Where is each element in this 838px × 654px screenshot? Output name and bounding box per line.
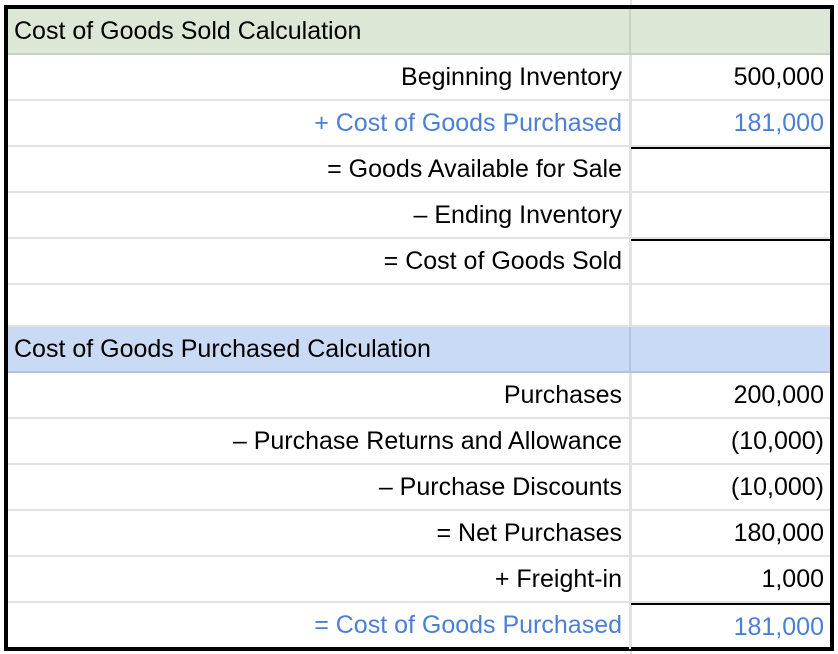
- cell-empty[interactable]: [631, 327, 830, 371]
- row-label[interactable]: Beginning Inventory: [8, 55, 631, 99]
- row-value[interactable]: 500,000: [733, 63, 824, 91]
- row-value[interactable]: 1,000: [761, 565, 824, 593]
- row-value[interactable]: 180,000: [733, 519, 824, 547]
- cogs-section-header[interactable]: Cost of Goods Sold Calculation: [8, 9, 830, 55]
- row-value[interactable]: 200,000: [733, 381, 824, 409]
- row-label[interactable]: = Cost of Goods Purchased: [8, 603, 631, 649]
- cell-empty[interactable]: [631, 285, 830, 325]
- row-label[interactable]: – Purchase Returns and Allowance: [8, 419, 631, 463]
- row-label[interactable]: + Cost of Goods Purchased: [8, 101, 631, 145]
- row-label[interactable]: = Net Purchases: [8, 511, 631, 555]
- table-row-purchase-returns[interactable]: – Purchase Returns and Allowance (10,000…: [8, 419, 830, 465]
- table-row-net-purchases[interactable]: = Net Purchases 180,000: [8, 511, 830, 557]
- table-row-blank[interactable]: [8, 285, 830, 327]
- row-value[interactable]: 181,000: [733, 109, 824, 137]
- table-row-cost-of-goods-sold[interactable]: = Cost of Goods Sold: [8, 239, 830, 285]
- row-value[interactable]: (10,000): [730, 427, 824, 455]
- row-value[interactable]: [631, 193, 830, 237]
- cogp-section-header[interactable]: Cost of Goods Purchased Calculation: [8, 327, 830, 373]
- row-label[interactable]: – Purchase Discounts: [8, 465, 631, 509]
- row-value[interactable]: 181,000: [631, 603, 830, 649]
- table-row-cost-of-goods-purchased-total[interactable]: = Cost of Goods Purchased 181,000: [8, 603, 830, 649]
- table-row-beginning-inventory[interactable]: Beginning Inventory 500,000: [8, 55, 830, 101]
- row-label[interactable]: = Cost of Goods Sold: [8, 239, 631, 283]
- row-label[interactable]: Purchases: [8, 373, 631, 417]
- row-value[interactable]: (10,000): [730, 473, 824, 501]
- row-label[interactable]: – Ending Inventory: [8, 193, 631, 237]
- row-value[interactable]: [631, 239, 830, 283]
- table-row-goods-available-for-sale[interactable]: = Goods Available for Sale: [8, 147, 830, 193]
- table-row-freight-in[interactable]: + Freight-in 1,000: [8, 557, 830, 603]
- cogs-worksheet: Cost of Goods Sold Calculation Beginning…: [4, 5, 834, 651]
- row-label[interactable]: = Goods Available for Sale: [8, 147, 631, 191]
- cell-empty[interactable]: [8, 285, 631, 325]
- table-row-cost-of-goods-purchased[interactable]: + Cost of Goods Purchased 181,000: [8, 101, 830, 147]
- table-row-purchase-discounts[interactable]: – Purchase Discounts (10,000): [8, 465, 830, 511]
- table-row-ending-inventory[interactable]: – Ending Inventory: [8, 193, 830, 239]
- cogp-section-title[interactable]: Cost of Goods Purchased Calculation: [8, 327, 631, 371]
- row-value[interactable]: [631, 147, 830, 191]
- cell-empty[interactable]: [631, 9, 830, 53]
- cogs-section-title[interactable]: Cost of Goods Sold Calculation: [8, 9, 631, 53]
- table-row-purchases[interactable]: Purchases 200,000: [8, 373, 830, 419]
- row-label[interactable]: + Freight-in: [8, 557, 631, 601]
